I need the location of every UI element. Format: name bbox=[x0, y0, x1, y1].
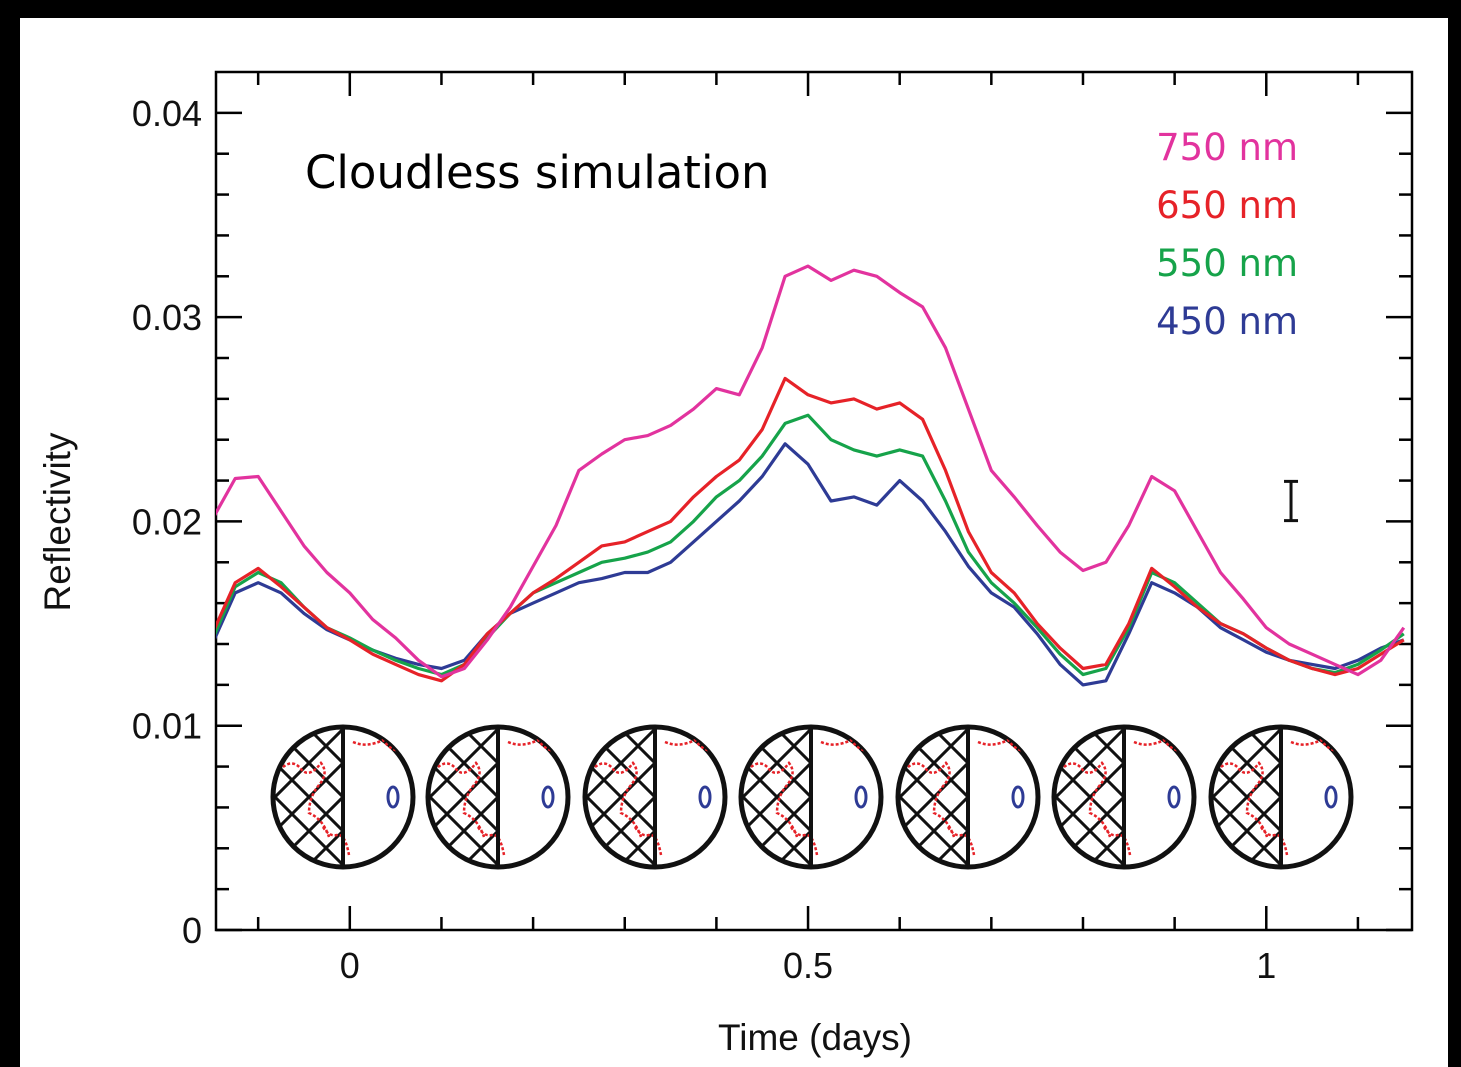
series-line bbox=[216, 376, 1405, 683]
legend-entry: 450 nm bbox=[1156, 300, 1298, 343]
globe bbox=[1052, 725, 1194, 869]
y-tick-label: 0.01 bbox=[132, 706, 202, 747]
background bbox=[20, 18, 1448, 1067]
error-bar bbox=[1284, 479, 1299, 523]
series-line bbox=[216, 264, 1406, 679]
y-tick-label: 0.03 bbox=[132, 297, 202, 338]
x-tick-label: 1 bbox=[1256, 945, 1276, 986]
series-line bbox=[216, 413, 1405, 677]
x-axis-title: Time (days) bbox=[718, 1017, 912, 1058]
y-tick-label: 0.04 bbox=[132, 93, 202, 134]
series-lines bbox=[216, 264, 1406, 687]
x-tick-label: 0.5 bbox=[783, 945, 833, 986]
plot-frame bbox=[214, 70, 1414, 932]
y-axis-title: Reflectivity bbox=[37, 432, 78, 611]
globe bbox=[426, 725, 568, 869]
legend-entry: 650 nm bbox=[1156, 184, 1298, 227]
globe bbox=[739, 725, 881, 869]
x-tick-label: 0 bbox=[340, 945, 360, 986]
legend-entry: 550 nm bbox=[1156, 242, 1298, 285]
y-tick-label: 0.02 bbox=[132, 501, 202, 542]
globe bbox=[271, 725, 413, 869]
y-tick-label: 0 bbox=[182, 910, 202, 951]
annotation: Cloudless simulation bbox=[305, 146, 770, 199]
globe bbox=[1209, 725, 1351, 869]
globe bbox=[896, 725, 1038, 869]
globe bbox=[583, 725, 725, 869]
legend-entry: 750 nm bbox=[1156, 126, 1298, 169]
